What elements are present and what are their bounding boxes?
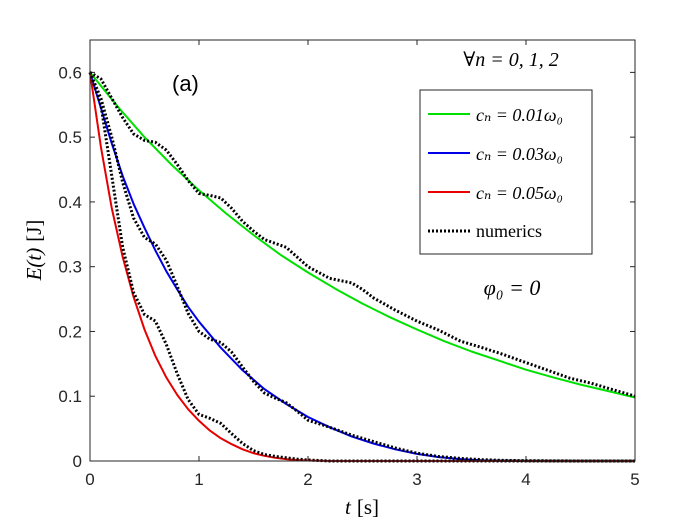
annotation-forall-n: ∀n = 0, 1, 2 [463, 49, 559, 71]
series-line-numerics-4 [88, 71, 635, 463]
series-line-numerics-3 [89, 71, 636, 398]
plot-frame [89, 39, 636, 462]
x-tick-label: 0 [85, 470, 94, 489]
x-tick-label: 5 [630, 470, 639, 489]
y-tick-label: 0.6 [58, 63, 82, 82]
y-axis-label: E(t)[J] [22, 220, 46, 282]
y-tick-label: 0.4 [58, 193, 82, 212]
x-tick-label: 3 [412, 470, 421, 489]
series-line-0 [89, 71, 636, 399]
panel-label: (a) [172, 71, 199, 96]
y-tick-label: 0.3 [58, 258, 82, 277]
y-tick-label: 0.1 [58, 387, 82, 406]
annotation-phi-zero: φ₀ = 0 [484, 275, 541, 300]
x-tick-label: 1 [194, 470, 203, 489]
x-tick-label: 4 [521, 470, 530, 489]
y-tick-label: 0.5 [58, 128, 82, 147]
x-tick-label: 2 [303, 470, 312, 489]
y-tick-label: 0.2 [58, 322, 82, 341]
legend: cₙ = 0.01ω₀ cₙ = 0.03ω₀ cₙ = 0.05ω₀ nume… [419, 89, 593, 255]
x-axis-label: t [s] [345, 495, 379, 519]
legend-label-c003: cₙ = 0.03ω₀ [476, 144, 563, 164]
legend-label-c005: cₙ = 0.05ω₀ [476, 183, 563, 203]
legend-box [419, 89, 593, 255]
y-tick-label: 0 [73, 452, 82, 471]
legend-label-c001: cₙ = 0.01ω₀ [476, 105, 563, 125]
legend-label-numerics: numerics [476, 221, 542, 241]
